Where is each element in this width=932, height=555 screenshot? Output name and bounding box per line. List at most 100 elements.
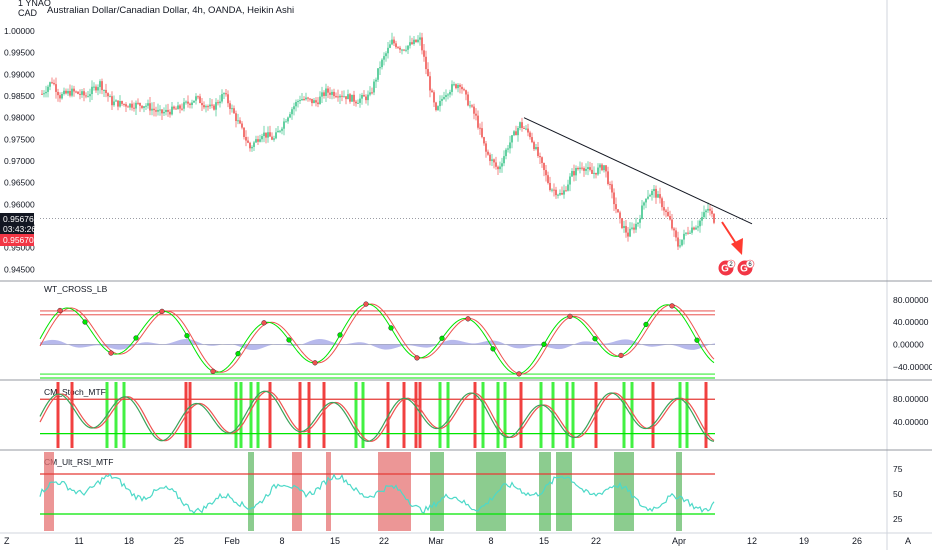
candle-body bbox=[679, 245, 681, 247]
candle-body bbox=[629, 228, 631, 237]
stoch-signal-bar bbox=[539, 382, 543, 448]
candle-body bbox=[521, 122, 523, 128]
candle-body bbox=[101, 81, 103, 91]
candle-body bbox=[263, 132, 265, 137]
price-pane[interactable]: G 2 G 6 Australian Dollar/Canadian Dolla… bbox=[40, 5, 887, 276]
stoch-pane[interactable]: CM_Stoch_MTF bbox=[39, 382, 715, 448]
rsi-zone bbox=[326, 452, 331, 531]
candle-body bbox=[41, 93, 43, 95]
time-tick-label: Mar bbox=[428, 536, 444, 546]
candle-body bbox=[291, 109, 293, 115]
candle-body bbox=[713, 213, 715, 223]
candle-body bbox=[203, 105, 205, 108]
candle-body bbox=[121, 101, 123, 104]
candle-body bbox=[269, 132, 271, 137]
candle-body bbox=[433, 92, 435, 103]
candle-body bbox=[469, 105, 471, 107]
candle-body bbox=[505, 149, 507, 157]
candle-body bbox=[585, 168, 587, 171]
chart-title: Australian Dollar/Canadian Dollar, 4h, O… bbox=[47, 5, 294, 16]
candle-body bbox=[541, 157, 543, 163]
rsi-pane[interactable]: CM_Ult_RSI_MTF bbox=[39, 452, 715, 531]
candle-body bbox=[369, 92, 371, 95]
candle-body bbox=[579, 167, 581, 170]
candle-body bbox=[447, 94, 449, 96]
candle-body bbox=[575, 168, 577, 176]
wt-cross-dot bbox=[592, 336, 598, 342]
candle-body bbox=[371, 92, 373, 94]
candle-body bbox=[99, 81, 101, 88]
candle-body bbox=[671, 219, 673, 229]
event-badge-2[interactable]: G 6 bbox=[737, 259, 755, 276]
candle-body bbox=[297, 101, 299, 103]
candle-body bbox=[669, 216, 671, 220]
price-tick-label: 0.98000 bbox=[4, 113, 35, 123]
price-tick-label: 0.97000 bbox=[4, 156, 35, 166]
candle-body bbox=[513, 131, 515, 136]
candle-body bbox=[663, 207, 665, 211]
stoch-signal-bar bbox=[496, 382, 500, 448]
stoch-signal-bar bbox=[268, 382, 272, 448]
candle-body bbox=[341, 95, 343, 97]
candle-body bbox=[277, 130, 279, 133]
candle-body bbox=[85, 95, 87, 97]
wt-signal-line bbox=[39, 303, 715, 375]
candle-body bbox=[113, 101, 115, 106]
candle-body bbox=[473, 106, 475, 114]
rsi-zone bbox=[430, 452, 444, 531]
candle-body bbox=[115, 100, 117, 102]
candle-body bbox=[463, 89, 465, 91]
stoch-signal-bar bbox=[678, 382, 682, 448]
candle-body bbox=[657, 194, 659, 198]
price-axis[interactable]: 1.00000 0.99500 0.99000 0.98500 0.98000 0.975… bbox=[4, 26, 35, 274]
candle-body bbox=[675, 230, 677, 238]
candle-body bbox=[119, 101, 121, 107]
candle-body bbox=[295, 102, 297, 107]
rsi-zone bbox=[539, 452, 551, 531]
event-badge-1[interactable]: G 2 bbox=[718, 259, 736, 276]
candle-body bbox=[57, 91, 59, 96]
candle-body bbox=[47, 86, 49, 92]
stoch-signal-bar bbox=[503, 382, 507, 448]
candle-body bbox=[535, 147, 537, 150]
trendline[interactable] bbox=[523, 117, 753, 225]
candle-body bbox=[171, 106, 173, 115]
candle-body bbox=[691, 227, 693, 233]
candle-body bbox=[53, 82, 55, 85]
candle-body bbox=[161, 109, 163, 114]
candle-body bbox=[613, 192, 615, 205]
last-price-tag: 0.95676 03:43:26 bbox=[0, 213, 36, 235]
indicator-tick-label: 40.00000 bbox=[893, 317, 929, 327]
candle-body bbox=[609, 184, 611, 186]
candle-body bbox=[519, 122, 521, 129]
candle-body bbox=[139, 102, 141, 106]
badge-count: 2 bbox=[729, 262, 733, 268]
stoch-signal-bar bbox=[354, 382, 358, 448]
candle-body bbox=[567, 184, 569, 191]
candle-body bbox=[105, 89, 107, 94]
candle-body bbox=[699, 220, 701, 227]
candle-body bbox=[625, 226, 627, 233]
candle-body bbox=[483, 137, 485, 144]
wt-cross-pane[interactable]: WT_CROSS_LB bbox=[39, 284, 715, 379]
candle-body bbox=[435, 102, 437, 111]
candle-body bbox=[583, 168, 585, 171]
candle-body bbox=[533, 142, 535, 150]
wt-cross-dot bbox=[694, 337, 700, 343]
candle-body bbox=[645, 198, 647, 203]
candle-body bbox=[67, 90, 69, 94]
candle-body bbox=[63, 90, 65, 94]
candle-body bbox=[257, 139, 259, 142]
price-tick-label: 1.00000 bbox=[4, 26, 35, 36]
indicator-tick-label: 0.00000 bbox=[893, 339, 924, 349]
time-axis[interactable]: Z A 11 18 25 Feb 8 15 22 Mar 8 15 22 Apr 12 19 26 bbox=[4, 536, 911, 546]
candle-body bbox=[95, 86, 97, 91]
stoch-signal-bar bbox=[651, 382, 655, 448]
candle-body bbox=[597, 167, 599, 175]
candle-body bbox=[487, 151, 489, 155]
candle-body bbox=[143, 106, 145, 108]
candle-body bbox=[305, 97, 307, 100]
candle-body bbox=[151, 108, 153, 111]
